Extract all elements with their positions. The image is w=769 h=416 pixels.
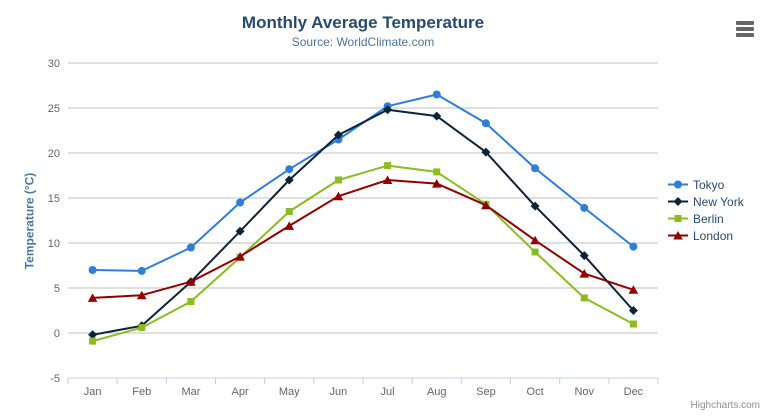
series-tokyo [88, 90, 638, 275]
x-tick-label: Apr [232, 386, 249, 398]
series-london-point[interactable] [235, 252, 245, 261]
diamond-marker-icon [668, 197, 688, 206]
diamond-marker-glyph[interactable] [673, 197, 683, 206]
x-tick-label: Oct [527, 386, 544, 398]
series-london-point[interactable] [628, 285, 639, 294]
series-london-point[interactable] [136, 290, 147, 300]
x-tick-label: Feb [132, 386, 151, 398]
x-tick-label: Sep [476, 386, 496, 398]
legend-item-label: Berlin [693, 211, 724, 226]
series-london-point[interactable] [87, 293, 98, 302]
series-new-york-point[interactable] [383, 105, 393, 115]
series-berlin-point[interactable] [629, 320, 637, 328]
series-tokyo-point[interactable] [432, 90, 441, 99]
series-tokyo-point[interactable] [285, 165, 294, 174]
chart-subtitle: Source: WorldClimate.com [291, 35, 435, 49]
series-london-point[interactable] [186, 277, 196, 286]
series-london-point[interactable] [431, 179, 442, 188]
series-new-york [88, 105, 638, 340]
x-tick-label: Nov [574, 386, 594, 398]
credits-link[interactable]: Highcharts.com [690, 400, 760, 411]
legend-item-berlin[interactable]: Berlin [668, 210, 744, 227]
series-london-point[interactable] [579, 269, 590, 278]
series-new-york-line[interactable] [91, 108, 635, 336]
series-tokyo-point[interactable] [580, 203, 589, 212]
chart-title: Monthly Average Temperature [241, 13, 485, 32]
circle-marker-icon [668, 180, 688, 189]
series-berlin-point[interactable] [580, 294, 588, 302]
series-new-york-point[interactable] [88, 330, 98, 340]
x-tick-label: Dec [624, 386, 644, 398]
series-new-york-point[interactable] [628, 306, 638, 315]
y-tick-label: 25 [48, 103, 60, 115]
legend: Tokyo New York Berlin London [668, 176, 744, 244]
x-axis: Jan Feb Mar Apr May Jun Jul Aug Sep Oct Nov Dec [67, 377, 659, 398]
legend-item-london[interactable]: London [668, 227, 744, 244]
series-london-point[interactable] [481, 200, 491, 210]
legend-item-label: London [693, 228, 734, 243]
series-london-point[interactable] [284, 221, 295, 230]
series-tokyo-point[interactable] [186, 243, 195, 252]
series-new-york-point[interactable] [432, 111, 442, 121]
x-tick-label: Jul [381, 386, 395, 398]
triangle-marker-icon [668, 231, 688, 240]
triangle-marker-glyph[interactable] [673, 231, 683, 240]
legend-item-new-york[interactable]: New York [668, 193, 744, 210]
legend-item-label: Tokyo [693, 177, 725, 192]
series-new-york-point[interactable] [284, 175, 294, 185]
x-tick-label: Jun [330, 386, 348, 398]
y-tick-label: 30 [48, 58, 60, 70]
legend-item-tokyo[interactable]: Tokyo [668, 176, 744, 193]
series-berlin-point[interactable] [138, 324, 146, 332]
series-london-point[interactable] [530, 235, 540, 245]
series-tokyo-point[interactable] [236, 198, 245, 207]
x-tick-label: May [279, 386, 300, 398]
series-berlin-point[interactable] [285, 208, 293, 215]
series-tokyo-point[interactable] [481, 119, 490, 128]
y-tick-label: -5 [50, 373, 60, 385]
series-tokyo-point[interactable] [629, 242, 638, 251]
y-gridlines [68, 62, 658, 379]
series-new-york-point[interactable] [579, 251, 589, 261]
y-tick-label: 0 [54, 328, 60, 340]
series-london-line[interactable] [91, 179, 635, 299]
y-tick-label: 15 [48, 193, 60, 205]
legend-item-label: New York [693, 194, 744, 209]
series-new-york-point[interactable] [333, 130, 343, 140]
series-new-york-point[interactable] [235, 226, 245, 236]
series-berlin-point[interactable] [531, 248, 539, 256]
y-tick-label: 10 [48, 238, 60, 250]
series-london-point[interactable] [333, 191, 344, 201]
x-tick-label: Mar [181, 386, 200, 398]
series-tokyo-point[interactable] [531, 164, 540, 173]
series-london-point[interactable] [382, 175, 393, 185]
series-new-york-point[interactable] [481, 147, 491, 157]
square-marker-icon [668, 215, 688, 222]
series-tokyo-point[interactable] [88, 266, 97, 274]
series-new-york-point[interactable] [530, 201, 540, 211]
series-london [87, 175, 639, 302]
series-berlin-point[interactable] [384, 162, 392, 170]
export-menu-button[interactable] [736, 21, 754, 39]
series-berlin-point[interactable] [89, 337, 97, 345]
series-tokyo-line[interactable] [91, 93, 635, 272]
series-berlin-line[interactable] [91, 164, 635, 343]
square-marker-glyph[interactable] [674, 215, 682, 222]
x-tick-label: Aug [427, 386, 447, 398]
series-berlin-point[interactable] [334, 176, 342, 184]
hamburger-icon [736, 21, 754, 37]
circle-marker-glyph[interactable] [674, 180, 682, 189]
series-berlin-point[interactable] [433, 168, 441, 176]
x-tick-label: Jan [84, 386, 102, 398]
y-tick-label: 5 [54, 283, 60, 295]
y-axis-labels: -5 0 5 10 15 20 25 30 [48, 58, 60, 385]
series-berlin-point[interactable] [187, 298, 195, 305]
y-tick-label: 20 [48, 148, 60, 160]
series-tokyo-point[interactable] [137, 266, 146, 275]
